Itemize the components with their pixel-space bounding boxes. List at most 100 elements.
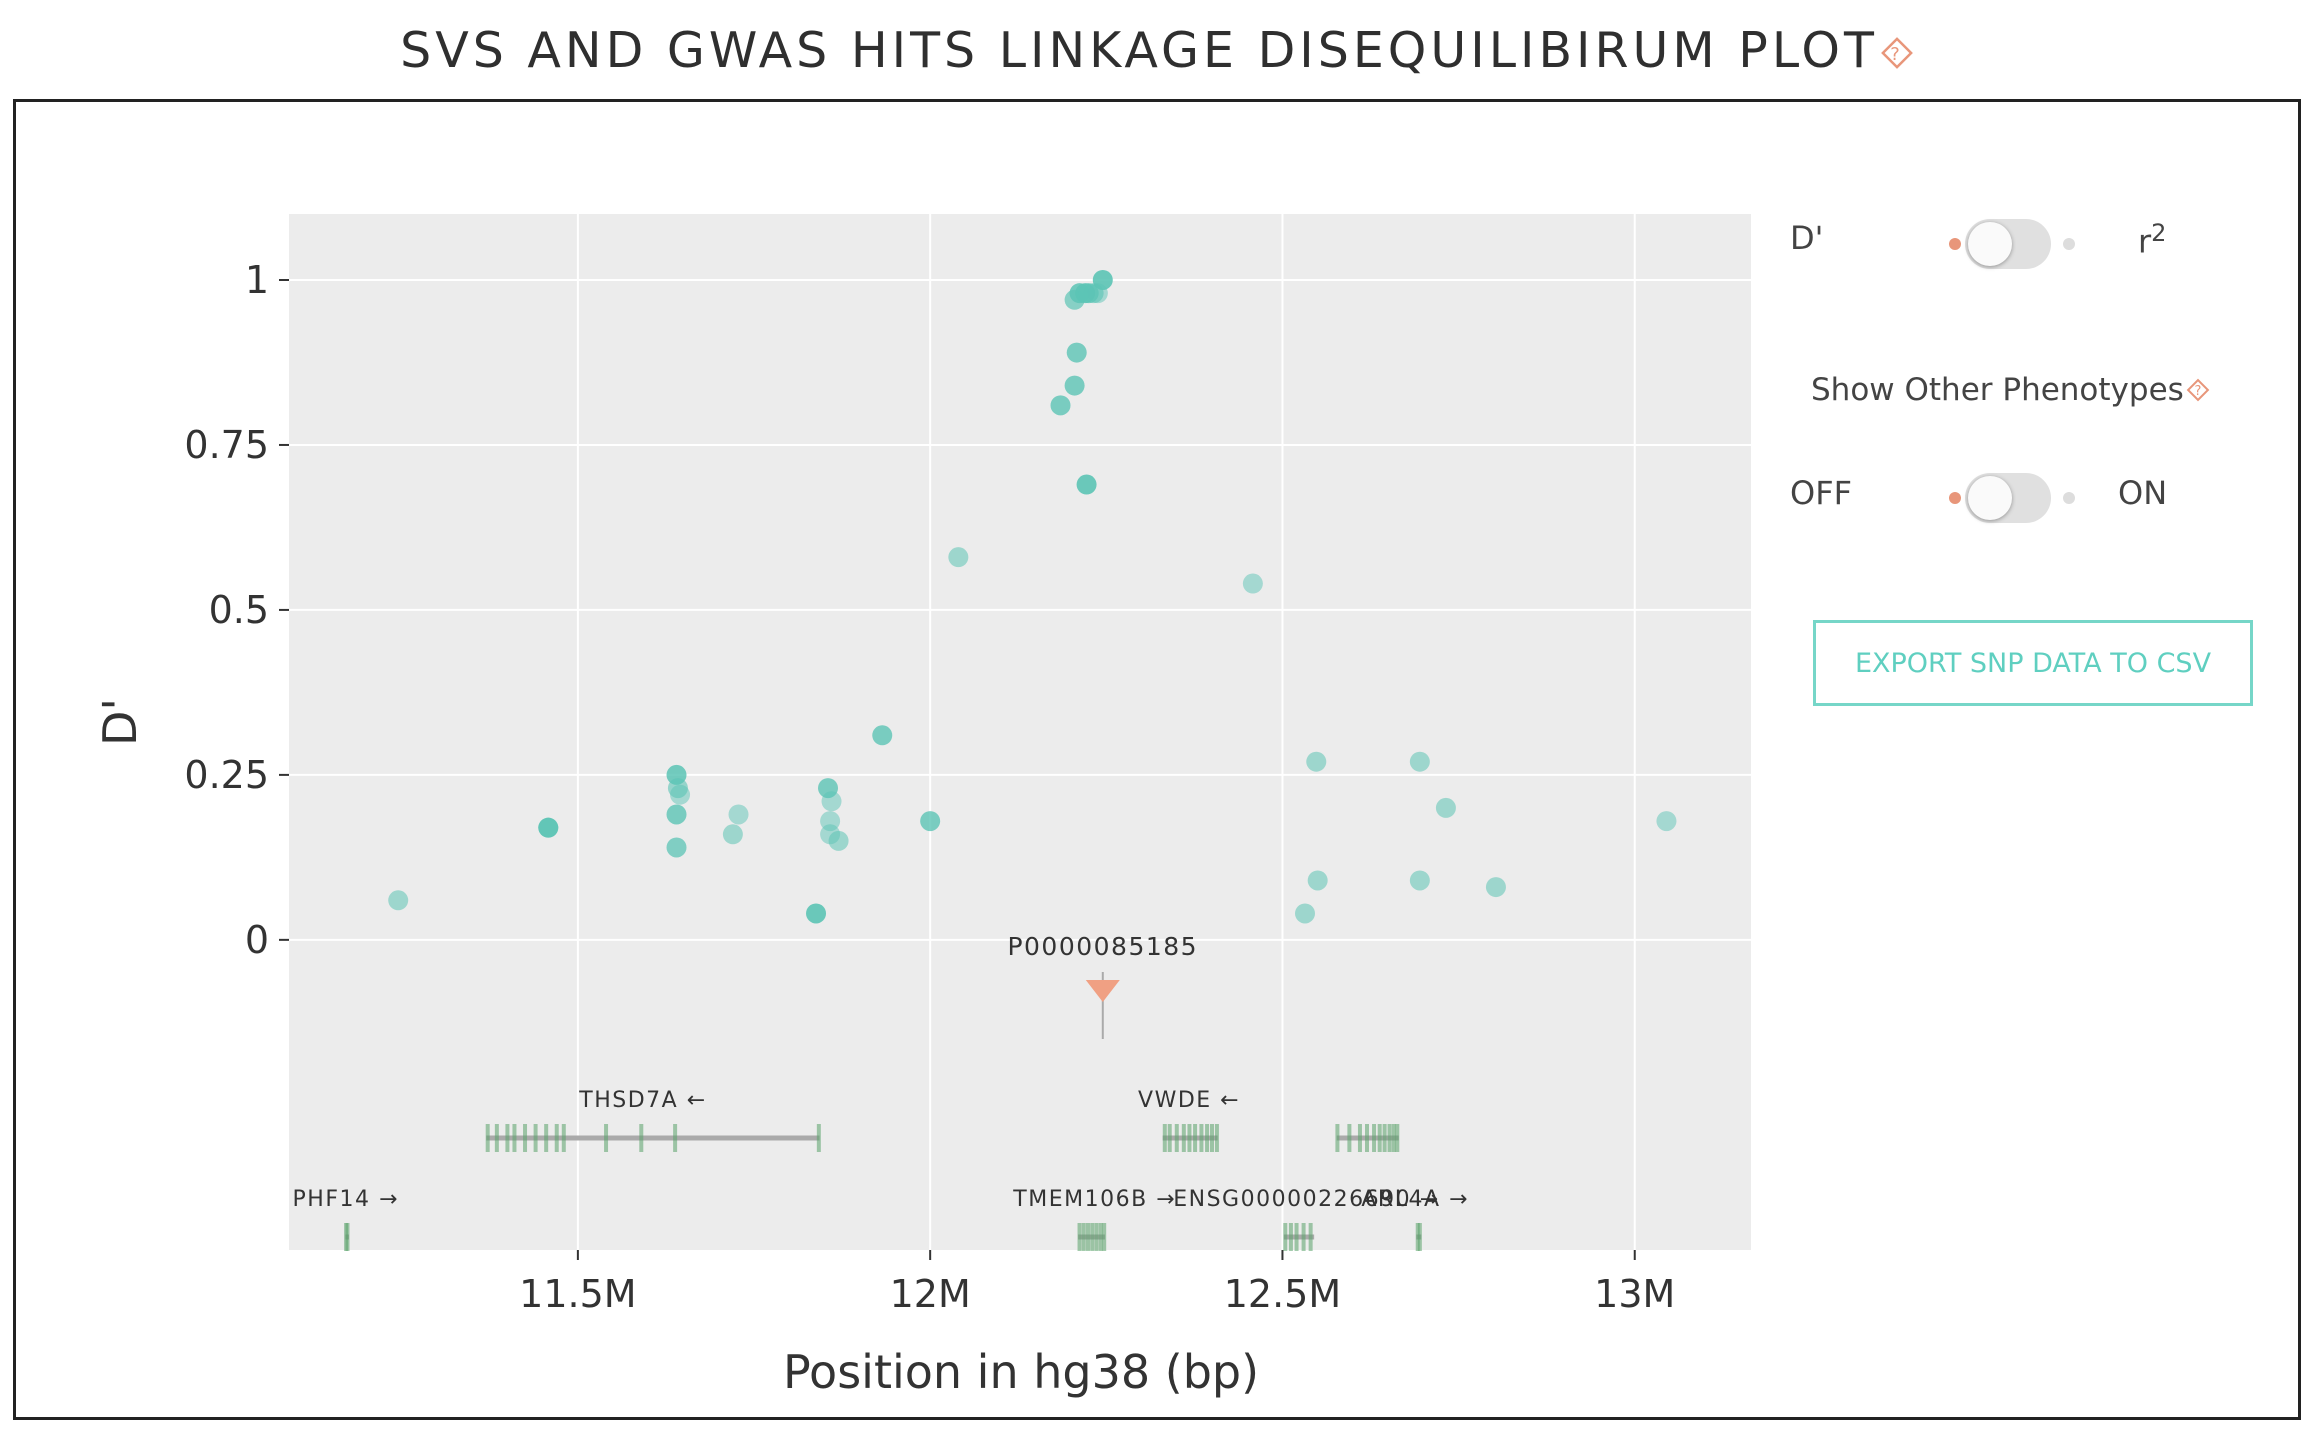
metric-toggle-left-dot xyxy=(1949,238,1961,250)
help-icon[interactable]: ? xyxy=(2186,374,2210,410)
gene-label: TMEM106B → xyxy=(1012,1187,1176,1212)
gene-exon xyxy=(1167,1124,1172,1152)
gene-exon xyxy=(512,1124,517,1152)
gene-exon xyxy=(1382,1124,1387,1152)
gene-exon xyxy=(1288,1223,1293,1251)
gene-exon xyxy=(345,1223,350,1251)
gene-exon xyxy=(1209,1124,1214,1152)
gene-exon xyxy=(1391,1124,1396,1152)
snp-point xyxy=(1064,375,1085,396)
metric-toggle-right-dot xyxy=(2063,238,2075,250)
gene-exon xyxy=(816,1124,821,1152)
x-axis-label: Position in hg38 (bp) xyxy=(783,1345,1259,1399)
gene-exon xyxy=(1085,1223,1090,1251)
y-tick-label: 0 xyxy=(245,918,269,962)
snp-point xyxy=(1307,870,1328,891)
gene-label: VWDE ← xyxy=(1138,1088,1240,1113)
gene-thsd7a: THSD7A ← xyxy=(485,1088,821,1152)
snp-point xyxy=(1306,751,1327,772)
gene-arl4a: ARL4A → xyxy=(1361,1187,1469,1251)
gene-exon xyxy=(1162,1124,1167,1152)
snp-point xyxy=(1409,751,1430,772)
snp-point xyxy=(821,791,842,812)
gene-exon xyxy=(561,1124,566,1152)
y-tick-label: 0.25 xyxy=(184,753,269,797)
gene-exon xyxy=(1357,1124,1362,1152)
gene-exon xyxy=(1415,1223,1420,1251)
snp-point xyxy=(1656,811,1677,832)
gene-exon xyxy=(1387,1124,1392,1152)
snp-point xyxy=(806,903,827,924)
gene-exon xyxy=(1081,1223,1086,1251)
metric-toggle-switch[interactable] xyxy=(1965,219,2051,269)
r-label: r xyxy=(2138,222,2152,261)
phenotype-toggle-right-dot xyxy=(2063,492,2075,504)
gene-exon xyxy=(1094,1223,1099,1251)
snp-point xyxy=(538,817,559,838)
phenotype-toggle-knob xyxy=(1968,476,2012,520)
gene-exon xyxy=(1347,1124,1352,1152)
gene-exon xyxy=(1181,1124,1186,1152)
gene-exon xyxy=(544,1124,549,1152)
gene-exon xyxy=(1301,1223,1306,1251)
phenotype-toggle-switch[interactable] xyxy=(1965,473,2051,523)
gene-vwde: VWDE ← xyxy=(1138,1088,1240,1152)
show-other-phenotypes-label: Show Other Phenotypes? xyxy=(1811,372,2210,410)
snp-point xyxy=(828,830,849,851)
snp-point xyxy=(872,725,893,746)
gene-label: ARL4A → xyxy=(1361,1187,1469,1212)
gene-label: PHF14 → xyxy=(293,1187,399,1212)
phenotype-toggle-off-label: OFF xyxy=(1790,474,1852,512)
gene-label: ENSG00000226690 → xyxy=(1173,1187,1439,1212)
snp-point xyxy=(920,811,941,832)
gene-exon xyxy=(1395,1124,1400,1152)
gene-exon xyxy=(494,1124,499,1152)
gene-phf14: PHF14 → xyxy=(293,1187,399,1251)
gene-tmem106b: TMEM106B → xyxy=(1012,1187,1176,1251)
snp-point xyxy=(728,804,749,825)
gene-exon xyxy=(1102,1223,1107,1251)
help-icon[interactable]: ? xyxy=(1880,25,1914,82)
export-snp-csv-button[interactable]: EXPORT SNP DATA TO CSV xyxy=(1813,620,2253,706)
x-tick-label: 12.5M xyxy=(1224,1272,1341,1316)
gene-exon xyxy=(1187,1124,1192,1152)
snp-point xyxy=(1485,877,1506,898)
page-title: SVS AND GWAS HITS LINKAGE DISEQUILIBIRUM… xyxy=(0,22,2314,82)
r-superscript: 2 xyxy=(2151,219,2167,247)
snp-point xyxy=(1295,903,1316,924)
snp-point xyxy=(1242,573,1263,594)
gene-exon xyxy=(1283,1223,1288,1251)
ld-scatter-plot: 11.5M 12M 12.5M 13M 0 0.25 0.5 0.75 1 Position in… xyxy=(93,214,1751,1399)
snp-point xyxy=(722,824,743,845)
show-other-phenotypes-text: Show Other Phenotypes xyxy=(1811,372,2184,408)
gene-exon xyxy=(485,1124,490,1152)
y-tick-label: 0.5 xyxy=(209,588,269,632)
gene-exon xyxy=(1199,1124,1204,1152)
gene-exon xyxy=(639,1124,644,1152)
x-tick-label: 13M xyxy=(1594,1272,1675,1316)
y-axis-label: D' xyxy=(93,698,147,746)
snp-point xyxy=(1092,269,1113,290)
gene-exon xyxy=(1417,1223,1422,1251)
gene-exon xyxy=(1308,1223,1313,1251)
gene-exon xyxy=(1174,1124,1179,1152)
snp-point xyxy=(1409,870,1430,891)
gene-exon xyxy=(1077,1223,1082,1251)
gene-exon xyxy=(1335,1124,1340,1152)
gene-exon xyxy=(604,1124,609,1152)
gene-exon xyxy=(1372,1124,1377,1152)
gene-unnamed xyxy=(1335,1124,1400,1152)
svg-text:?: ? xyxy=(1890,44,1904,65)
sv-marker-triangle xyxy=(1085,980,1120,1002)
phenotype-toggle-on-label: ON xyxy=(2118,474,2168,512)
plot-background xyxy=(289,214,1751,1250)
gene-exon xyxy=(533,1124,538,1152)
gene-exon xyxy=(1193,1124,1198,1152)
gene-exon xyxy=(1365,1124,1370,1152)
gene-exon xyxy=(1205,1124,1210,1152)
svg-text:?: ? xyxy=(2194,384,2201,399)
snp-point xyxy=(1050,395,1071,416)
snp-point xyxy=(948,547,969,568)
metric-toggle-knob xyxy=(1968,222,2012,266)
snp-point xyxy=(1066,342,1087,363)
